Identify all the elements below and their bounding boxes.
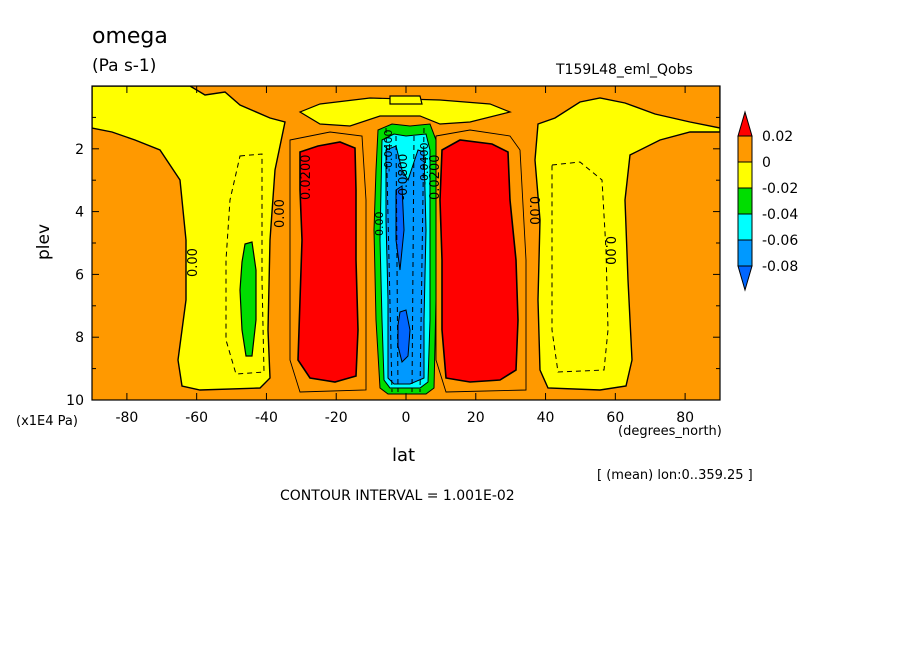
deep-blue-upper <box>395 185 405 271</box>
chart-title: omega <box>92 24 168 49</box>
contour-label: 0.00 <box>602 236 617 265</box>
x-tick-label: 0 <box>402 410 411 426</box>
x-axis-label: lat <box>392 445 416 466</box>
red-region-nh <box>439 139 519 383</box>
colorbar-triangle-top <box>737 110 753 137</box>
y-tick-label: 6 <box>75 267 84 283</box>
y-tick-label: 2 <box>75 142 84 158</box>
axis-ticks: -80 -60 -40 -20 0 20 40 60 80 2 4 6 8 10 <box>66 86 720 426</box>
y-tick-label: 10 <box>66 393 84 409</box>
colorbar-triangle-bottom <box>737 265 753 292</box>
dashed-contour-itcz-4 <box>419 127 425 393</box>
y-tick-label: 4 <box>75 205 84 221</box>
contour-label: 0.0200 <box>299 155 314 201</box>
dashed-contour-sh <box>225 153 265 375</box>
colorbar-box <box>737 239 753 267</box>
dashed-contour-itcz-1 <box>385 127 393 393</box>
x-axis-unit: (degrees_north) <box>618 424 722 439</box>
contour-label: 0.00 <box>273 199 288 228</box>
dashed-contour-itcz-2 <box>395 135 399 393</box>
contour-labels: 0.00 0.00 0.0200 0.0200 0.00 0.00 -0.080… <box>186 130 617 277</box>
colorbar-box <box>737 135 753 163</box>
contour-label: -0.0400 <box>382 130 395 172</box>
colorbar-label: 0.02 <box>762 129 793 145</box>
x-tick-label: -40 <box>255 410 278 426</box>
chart-units: (Pa s-1) <box>92 56 157 76</box>
thin-contour-nh <box>435 129 527 393</box>
colorbar-box <box>737 213 753 241</box>
colorbar-label: -0.02 <box>762 181 798 197</box>
colorbar-label: -0.08 <box>762 259 798 275</box>
yellow-top-blob <box>298 97 512 127</box>
x-tick-label: -80 <box>115 410 138 426</box>
contour-interval: CONTOUR INTERVAL = 1.001E-02 <box>280 488 515 504</box>
yellow-top-center <box>389 95 423 105</box>
x-tick-label: 20 <box>467 410 485 426</box>
colorbar-label: -0.06 <box>762 233 798 249</box>
dashed-contours <box>225 127 609 393</box>
contour-label: -0.0800 <box>396 154 410 200</box>
colorbar: 0.02 0 -0.02 -0.04 -0.06 -0.08 <box>737 110 798 292</box>
thin-contours <box>289 129 527 393</box>
red-region-sh <box>297 141 359 383</box>
x-tick-label: 40 <box>537 410 555 426</box>
dashed-contour-nh <box>551 161 609 373</box>
colorbar-box <box>737 161 753 189</box>
x-tick-label: -20 <box>325 410 348 426</box>
mean-note: [ (mean) lon:0..359.25 ] <box>597 468 753 483</box>
contour-label: 0.0200 <box>428 155 443 201</box>
colorbar-label: -0.04 <box>762 207 798 223</box>
y-axis-unit: (x1E4 Pa) <box>16 414 78 429</box>
contour-label: 0.00 <box>186 248 201 277</box>
x-tick-label: -60 <box>185 410 208 426</box>
dashed-contour-itcz-3 <box>411 135 415 393</box>
contour-label: -0.0400 <box>418 143 431 185</box>
colorbar-label: 0 <box>762 155 771 171</box>
plot-area <box>92 86 720 400</box>
contour-label: 0.00 <box>373 212 386 237</box>
run-label: T159L48_eml_Qobs <box>556 62 693 78</box>
y-tick-label: 8 <box>75 330 84 346</box>
yellow-region-nh <box>534 86 720 391</box>
yellow-region-sh <box>92 86 286 391</box>
x-tick-label: 80 <box>676 410 694 426</box>
contour-label: 0.00 <box>526 196 541 225</box>
colorbar-box <box>737 187 753 215</box>
green-region-sh-midlat <box>239 241 257 357</box>
x-tick-label: 60 <box>606 410 624 426</box>
thin-contour-sh <box>289 131 367 393</box>
